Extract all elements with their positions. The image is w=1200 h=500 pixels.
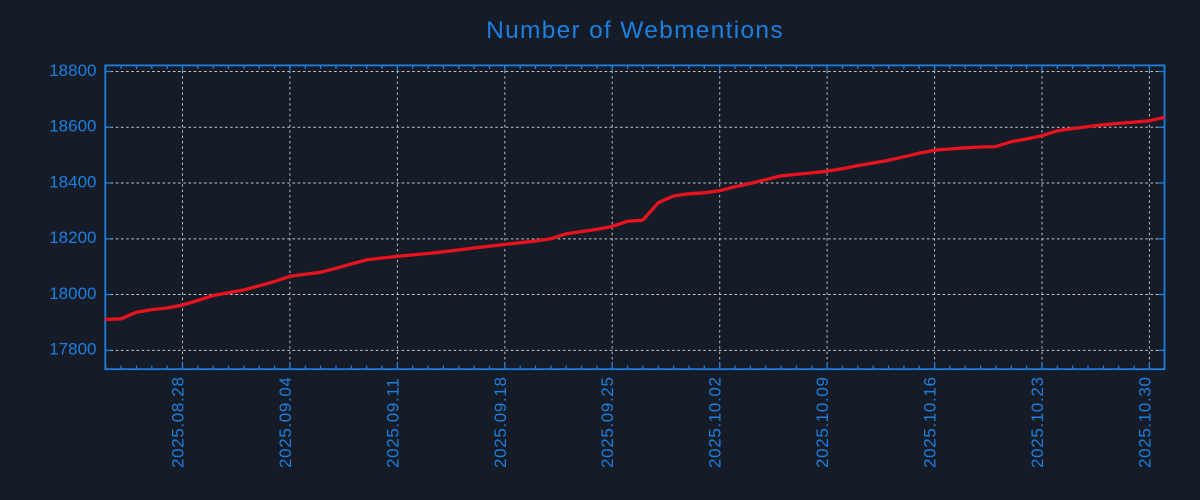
svg-text:18000: 18000 bbox=[49, 284, 96, 303]
svg-text:2025.09.18: 2025.09.18 bbox=[491, 376, 510, 468]
svg-text:2025.09.25: 2025.09.25 bbox=[598, 376, 617, 468]
svg-text:18400: 18400 bbox=[49, 172, 96, 191]
svg-text:2025.10.02: 2025.10.02 bbox=[706, 376, 725, 468]
svg-text:17800: 17800 bbox=[49, 340, 96, 359]
svg-text:2025.09.11: 2025.09.11 bbox=[383, 378, 402, 468]
svg-text:18800: 18800 bbox=[49, 61, 96, 80]
svg-text:Number of Webmentions: Number of Webmentions bbox=[486, 17, 784, 44]
svg-text:18600: 18600 bbox=[49, 117, 96, 136]
svg-text:2025.10.09: 2025.10.09 bbox=[813, 376, 832, 468]
svg-text:2025.09.04: 2025.09.04 bbox=[276, 376, 295, 468]
svg-text:2025.10.30: 2025.10.30 bbox=[1135, 376, 1154, 468]
svg-text:2025.08.28: 2025.08.28 bbox=[169, 376, 188, 468]
svg-text:18200: 18200 bbox=[49, 228, 96, 247]
svg-text:2025.10.16: 2025.10.16 bbox=[921, 376, 940, 468]
svg-text:2025.10.23: 2025.10.23 bbox=[1028, 376, 1047, 468]
